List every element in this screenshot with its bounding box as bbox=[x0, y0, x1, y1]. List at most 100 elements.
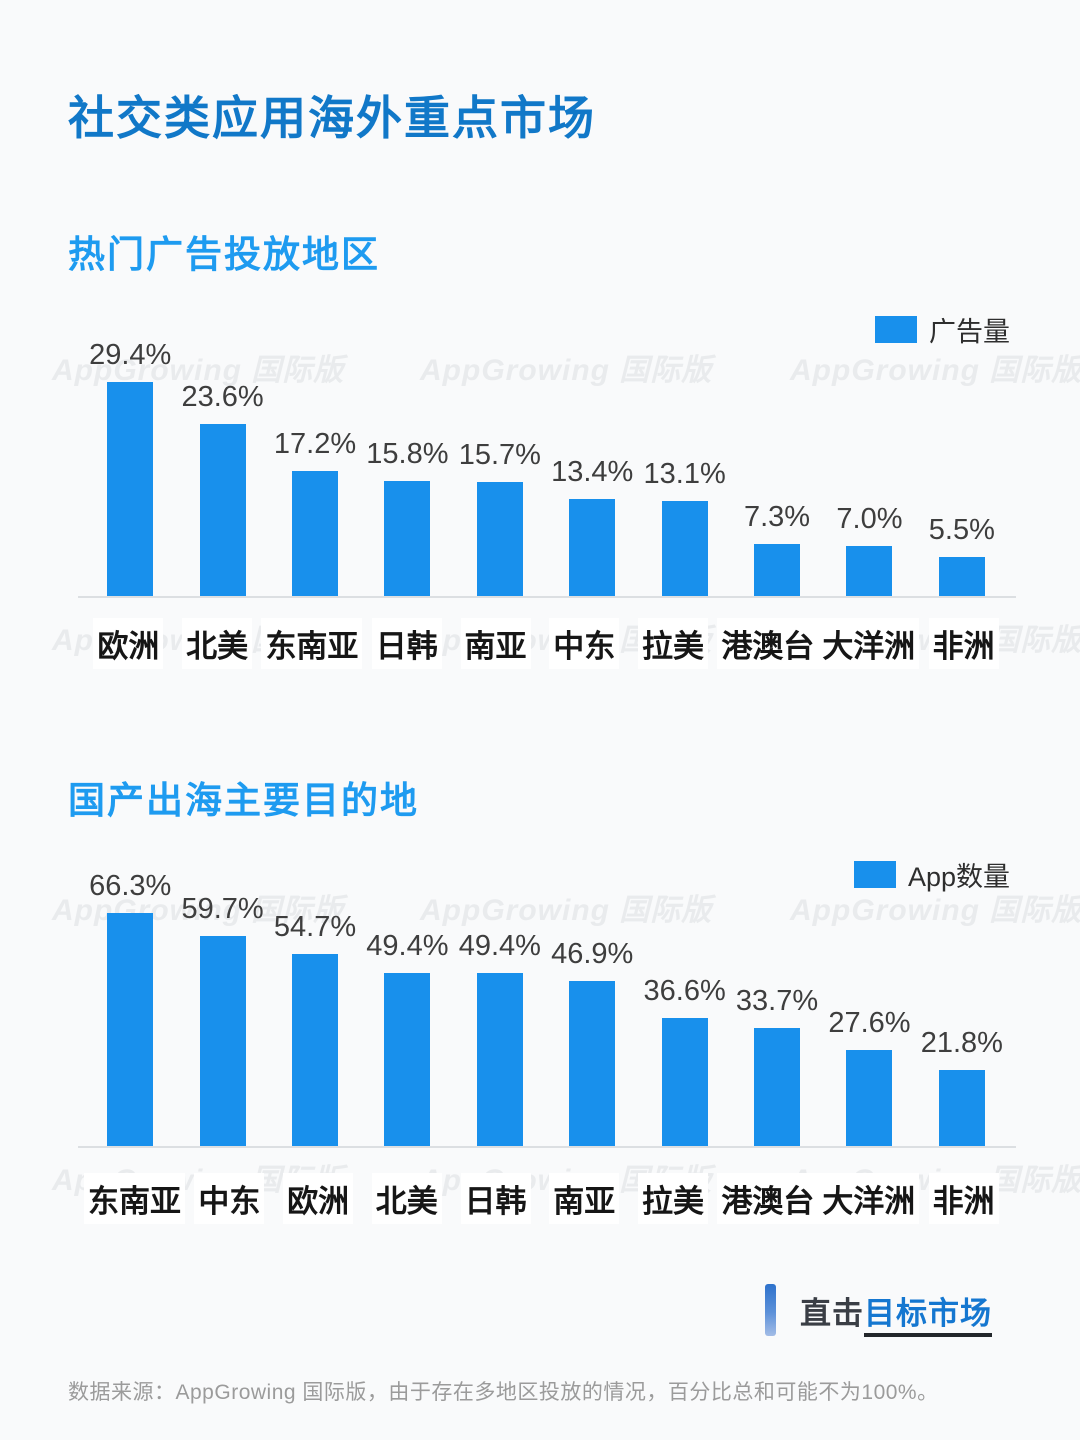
bar-value-label: 13.1% bbox=[643, 458, 726, 490]
bar-slot: 33.7% bbox=[731, 845, 823, 1147]
category-label: 大洋洲 bbox=[818, 1173, 920, 1224]
category-slot: 北美 bbox=[173, 618, 262, 669]
page-title: 社交类应用海外重点市场 bbox=[68, 92, 596, 144]
bar-value-label: 46.9% bbox=[551, 938, 634, 970]
bar-slot: 5.5% bbox=[916, 300, 1008, 597]
bar-plot: 29.4% 23.6% 17.2% 15.8% 15.7% 13.4% 13.1% 7.3% 7… bbox=[84, 300, 1008, 597]
legend: 广告量 bbox=[875, 310, 1010, 349]
bar-slot: 46.9% bbox=[546, 845, 638, 1147]
bar-slot: 15.7% bbox=[454, 300, 546, 597]
bar-slot: 59.7% bbox=[176, 845, 268, 1147]
category-slot: 日韩 bbox=[451, 1173, 540, 1224]
cta-prefix: 直击 bbox=[800, 1295, 864, 1331]
category-label: 拉美 bbox=[637, 618, 708, 669]
bar bbox=[938, 1070, 985, 1147]
bar bbox=[199, 936, 246, 1147]
bar bbox=[569, 981, 616, 1147]
chart-ad-regions: 广告量 29.4% 23.6% 17.2% 15.8% 15.7% 13.4% 13.1% 7… bbox=[60, 300, 1020, 670]
category-slot: 南亚 bbox=[540, 1173, 629, 1224]
bar bbox=[476, 482, 523, 597]
category-slot: 欧洲 bbox=[274, 1173, 363, 1224]
category-label: 日韩 bbox=[460, 1173, 531, 1224]
category-label: 东南亚 bbox=[84, 1173, 185, 1224]
legend-swatch bbox=[875, 316, 917, 343]
bar bbox=[292, 471, 339, 597]
category-label: 中东 bbox=[549, 618, 620, 669]
category-label: 欧洲 bbox=[93, 618, 164, 669]
legend: App数量 bbox=[853, 855, 1010, 894]
category-slot: 非洲 bbox=[919, 1173, 1008, 1224]
bar-slot: 17.2% bbox=[269, 300, 361, 597]
category-slot: 港澳台 bbox=[717, 1173, 819, 1224]
bar-value-label: 29.4% bbox=[89, 339, 172, 371]
category-axis: 东南亚 中东 欧洲 北美 日韩 南亚 拉美 港澳台 大洋洲 非洲 bbox=[84, 1173, 1008, 1224]
bar-value-label: 15.7% bbox=[458, 439, 541, 471]
category-slot: 东南亚 bbox=[84, 1173, 185, 1224]
section-heading-ad-regions: 热门广告投放地区 bbox=[68, 234, 380, 275]
bar-slot: 21.8% bbox=[916, 845, 1008, 1147]
bar bbox=[754, 544, 801, 597]
category-label: 南亚 bbox=[549, 1173, 620, 1224]
bar-value-label: 59.7% bbox=[181, 893, 264, 925]
bar bbox=[846, 1050, 893, 1147]
category-slot: 拉美 bbox=[629, 1173, 718, 1224]
category-label: 非洲 bbox=[928, 1173, 999, 1224]
cta-target-market-link[interactable]: 目标市场 bbox=[864, 1295, 992, 1337]
bar-slot: 7.3% bbox=[731, 300, 823, 597]
bar-value-label: 49.4% bbox=[458, 930, 541, 962]
x-axis-line bbox=[78, 596, 1016, 598]
bar bbox=[292, 954, 339, 1147]
bar-slot: 66.3% bbox=[84, 845, 176, 1147]
bar-slot: 27.6% bbox=[823, 845, 915, 1147]
bar-slot: 13.1% bbox=[638, 300, 730, 597]
bar-value-label: 21.8% bbox=[920, 1027, 1003, 1059]
category-label: 中东 bbox=[194, 1173, 265, 1224]
bar bbox=[569, 499, 616, 597]
category-label: 欧洲 bbox=[283, 1173, 354, 1224]
legend-label: App数量 bbox=[907, 862, 1010, 892]
bar bbox=[107, 913, 154, 1147]
category-slot: 港澳台 bbox=[717, 618, 819, 669]
bar-value-label: 17.2% bbox=[273, 428, 357, 460]
category-label: 东南亚 bbox=[261, 618, 363, 669]
category-label: 港澳台 bbox=[717, 1173, 819, 1224]
bar-value-label: 7.3% bbox=[743, 501, 811, 533]
category-label: 大洋洲 bbox=[818, 618, 920, 669]
cta-accent-bar-icon bbox=[765, 1284, 776, 1336]
category-slot: 中东 bbox=[540, 618, 629, 669]
bar-slot: 36.6% bbox=[638, 845, 730, 1147]
bar-value-label: 66.3% bbox=[89, 870, 172, 902]
bar-value-label: 13.4% bbox=[551, 456, 634, 488]
bar bbox=[661, 1018, 708, 1147]
bar-slot: 29.4% bbox=[84, 300, 176, 597]
bar bbox=[107, 382, 154, 597]
category-label: 北美 bbox=[182, 618, 253, 669]
bar-slot: 7.0% bbox=[823, 300, 915, 597]
bar-slot: 15.8% bbox=[361, 300, 453, 597]
category-slot: 非洲 bbox=[919, 618, 1008, 669]
data-source-note: 数据来源：AppGrowing 国际版，由于存在多地区投放的情况，百分比总和可能… bbox=[68, 1381, 939, 1404]
bar bbox=[938, 557, 985, 597]
category-slot: 大洋洲 bbox=[818, 618, 920, 669]
bar-value-label: 27.6% bbox=[828, 1007, 911, 1039]
category-slot: 日韩 bbox=[362, 618, 451, 669]
legend-swatch bbox=[853, 861, 896, 888]
chart-destinations: App数量 66.3% 59.7% 54.7% 49.4% 49.4% 46.9% 36.6… bbox=[60, 845, 1020, 1230]
bar bbox=[754, 1028, 801, 1147]
category-label: 港澳台 bbox=[717, 618, 819, 669]
bar-slot: 49.4% bbox=[361, 845, 453, 1147]
category-label: 非洲 bbox=[928, 618, 999, 669]
bar-value-label: 5.5% bbox=[928, 514, 995, 546]
legend-label: 广告量 bbox=[929, 317, 1010, 347]
category-label: 南亚 bbox=[460, 618, 531, 669]
x-axis-line bbox=[78, 1146, 1016, 1148]
bar-slot: 49.4% bbox=[454, 845, 546, 1147]
category-slot: 中东 bbox=[185, 1173, 274, 1224]
bar-value-label: 33.7% bbox=[735, 985, 819, 1017]
bar bbox=[384, 481, 431, 597]
category-label: 日韩 bbox=[371, 618, 442, 669]
bar bbox=[199, 424, 246, 597]
bar-value-label: 7.0% bbox=[836, 503, 903, 535]
category-slot: 大洋洲 bbox=[818, 1173, 920, 1224]
category-slot: 南亚 bbox=[451, 618, 540, 669]
